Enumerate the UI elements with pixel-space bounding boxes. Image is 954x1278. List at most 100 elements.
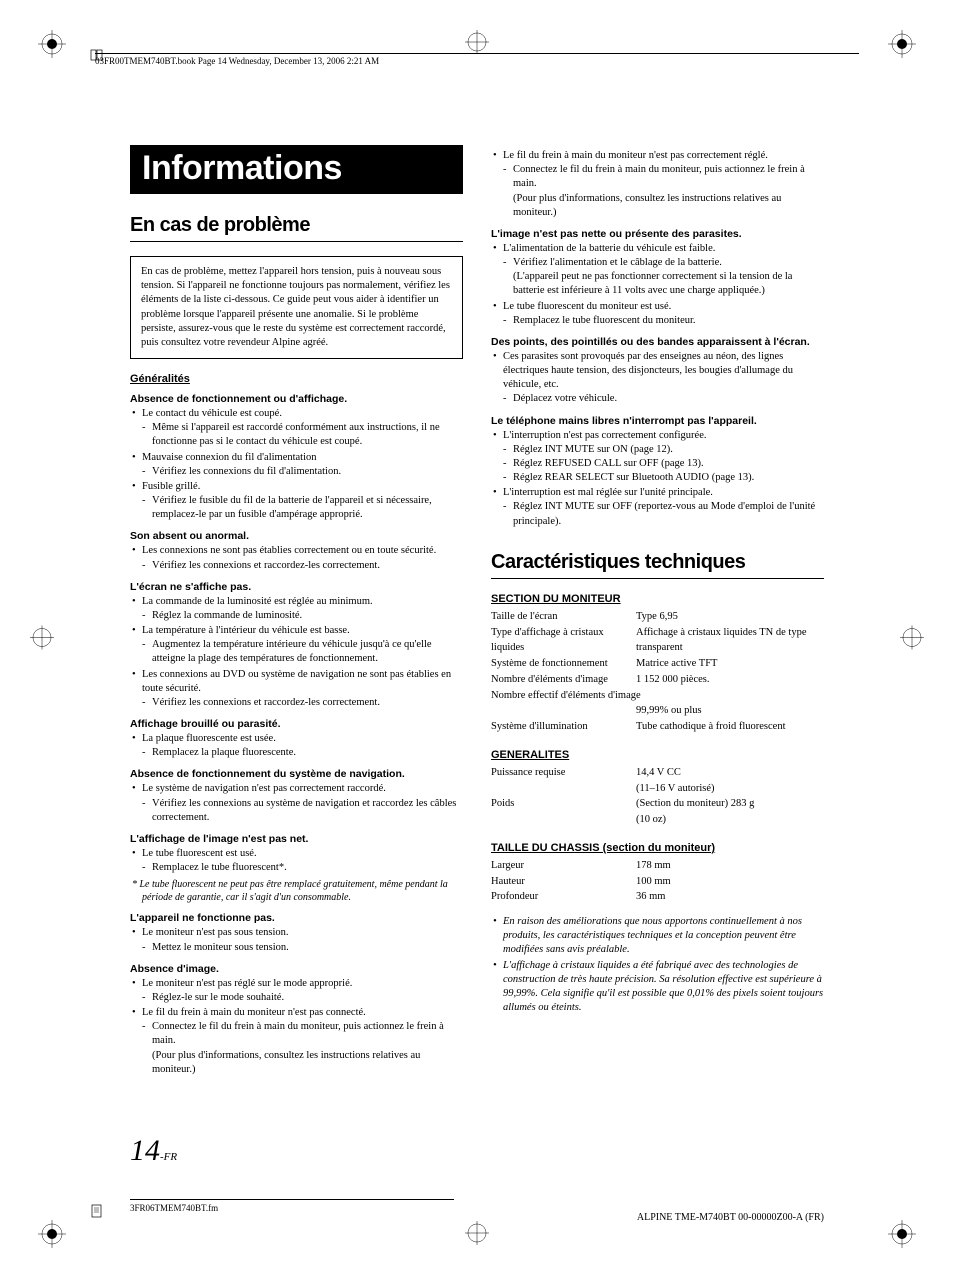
issue-heading: L'image n'est pas nette ou présente des … [491, 228, 824, 240]
dash-item: Réglez-le sur le mode souhaité. [142, 991, 463, 1005]
spec-table-chassis: Largeur178 mm Hauteur100 mm Profondeur36… [491, 858, 824, 905]
spec-label: Profondeur [491, 889, 636, 905]
dash-item: Remplacez la plaque fluorescente. [142, 746, 463, 760]
crop-mark-tr [888, 30, 916, 58]
right-column: Le fil du frein à main du moniteur n'est… [491, 145, 824, 1138]
bullet-item: La température à l'intérieur du véhicule… [130, 624, 463, 667]
bullet-text: L'interruption n'est pas correctement co… [503, 430, 707, 441]
bullet-text: Le moniteur n'est pas sous tension. [142, 927, 289, 938]
dash-item: Connectez le fil du frein à main du moni… [142, 1020, 463, 1048]
bullet-item: Le moniteur n'est pas sous tension. Mett… [130, 926, 463, 954]
spec-value: 14,4 V CC [636, 765, 824, 781]
spec-value: Type 6,95 [636, 609, 824, 625]
bullet-text: La plaque fluorescente est usée. [142, 733, 276, 744]
bullet-item: Le fil du frein à main du moniteur n'est… [130, 1006, 463, 1077]
dash-item: Vérifiez les connexions au système de na… [142, 797, 463, 825]
spec-value: 99,99% ou plus [491, 703, 702, 719]
page-number: 14-FR [130, 1134, 177, 1168]
dash-item: Réglez la commande de luminosité. [142, 609, 463, 623]
dash-item: Vérifiez les connexions et raccordez-les… [142, 696, 463, 710]
issue-heading: Le téléphone mains libres n'interrompt p… [491, 415, 824, 427]
left-column: Informations En cas de problème En cas d… [130, 145, 463, 1138]
bullet-item: La plaque fluorescente est usée. Remplac… [130, 732, 463, 760]
bullet-item: Le fil du frein à main du moniteur n'est… [491, 149, 824, 220]
dash-item: Augmentez la température intérieure du v… [142, 638, 463, 666]
bullet-item: Le tube fluorescent du moniteur est usé.… [491, 300, 824, 328]
footer-model: ALPINE TME-M740BT 00-00000Z00-A (FR) [637, 1212, 824, 1223]
spec-value: 36 mm [636, 889, 824, 905]
issue-heading: Son absent ou anormal. [130, 530, 463, 542]
bullet-text: La température à l'intérieur du véhicule… [142, 625, 350, 636]
bullet-item: La commande de la luminosité est réglée … [130, 595, 463, 623]
crop-mark-tl [38, 30, 66, 58]
bullet-item: Le moniteur n'est pas réglé sur le mode … [130, 977, 463, 1005]
spec-table-monitor: Taille de l'écranType 6,95 Type d'affich… [491, 609, 824, 735]
bullet-text: Le tube fluorescent du moniteur est usé. [503, 301, 671, 312]
bullet-text: L'alimentation de la batterie du véhicul… [503, 243, 715, 254]
bullet-text: Ces parasites sont provoqués par des ens… [503, 351, 793, 390]
spec-label: Puissance requise [491, 765, 636, 781]
paren-note: (Pour plus d'informations, consultez les… [503, 192, 824, 220]
bullet-text: Le contact du véhicule est coupé. [142, 408, 282, 419]
paren-note: (Pour plus d'informations, consultez les… [142, 1049, 463, 1077]
bullet-item: L'interruption est mal réglée sur l'unit… [491, 486, 824, 529]
spec-label: Type d'affichage à cristaux liquides [491, 625, 636, 657]
bullet-text: Le système de navigation n'est pas corre… [142, 783, 386, 794]
dash-item: Réglez REFUSED CALL sur OFF (page 13). [503, 457, 824, 471]
dash-item: Remplacez le tube fluorescent du moniteu… [503, 314, 824, 328]
issue-heading: Absence de fonctionnement ou d'affichage… [130, 393, 463, 405]
bullet-item: Le système de navigation n'est pas corre… [130, 782, 463, 825]
dash-item: Vérifiez les connexions du fil d'aliment… [142, 465, 463, 479]
main-title: Informations [130, 145, 463, 194]
issue-heading: L'affichage de l'image n'est pas net. [130, 833, 463, 845]
header-meta: 03FR00TMEM740BT.book Page 14 Wednesday, … [95, 53, 859, 66]
spec-label: Nombre d'éléments d'image [491, 672, 636, 688]
dash-item: Réglez INT MUTE sur ON (page 12). [503, 443, 824, 457]
bullet-item: L'interruption n'est pas correctement co… [491, 429, 824, 486]
dash-item: Déplacez votre véhicule. [503, 392, 824, 406]
bullet-item: Le tube fluorescent est usé. Remplacez l… [130, 847, 463, 875]
bullet-text: Le fil du frein à main du moniteur n'est… [503, 150, 768, 161]
dash-item: Vérifiez l'alimentation et le câblage de… [503, 256, 824, 270]
subheading-chassis: TAILLE DU CHASSIS (section du moniteur) [491, 842, 824, 854]
bullet-item: L'alimentation de la batterie du véhicul… [491, 242, 824, 299]
spec-label: Nombre effectif d'éléments d'image [491, 688, 824, 704]
paren-note: (L'appareil peut ne pas fonctionner corr… [503, 270, 824, 298]
spec-value: 1 152 000 pièces. [636, 672, 824, 688]
page-number-value: 14 [130, 1134, 160, 1167]
spec-value: 178 mm [636, 858, 824, 874]
intro-box: En cas de problème, mettez l'appareil ho… [130, 256, 463, 359]
spec-label: Largeur [491, 858, 636, 874]
spec-label: Poids [491, 796, 636, 812]
bullet-text: La commande de la luminosité est réglée … [142, 596, 373, 607]
spec-label: Taille de l'écran [491, 609, 636, 625]
bullet-item: Fusible grillé. Vérifiez le fusible du f… [130, 480, 463, 523]
issue-heading: Des points, des pointillés ou des bandes… [491, 336, 824, 348]
subheading-monitor: SECTION DU MONITEUR [491, 593, 824, 605]
footnote-item: L'affichage à cristaux liquides a été fa… [491, 959, 824, 1016]
spec-label: Hauteur [491, 874, 636, 890]
dash-item: Réglez REAR SELECT sur Bluetooth AUDIO (… [503, 471, 824, 485]
bullet-text: Mauvaise connexion du fil d'alimentation [142, 452, 317, 463]
bullet-item: Mauvaise connexion du fil d'alimentation… [130, 451, 463, 479]
registration-mark-right [900, 626, 924, 653]
bullet-item: Les connexions ne sont pas établies corr… [130, 544, 463, 572]
section-heading-specs: Caractéristiques techniques [491, 551, 824, 579]
issue-heading: Affichage brouillé ou parasité. [130, 718, 463, 730]
dash-item: Connectez le fil du frein à main du moni… [503, 163, 824, 191]
bullet-text: Fusible grillé. [142, 481, 200, 492]
dash-item: Même si l'appareil est raccordé conformé… [142, 421, 463, 449]
spec-value: (Section du moniteur) 283 g [636, 796, 824, 812]
spec-value: Tube cathodique à froid fluorescent [636, 719, 824, 735]
spec-footnotes: En raison des améliorations que nous app… [491, 915, 824, 1015]
page-icon [90, 1204, 104, 1218]
issue-heading: Absence de fonctionnement du système de … [130, 768, 463, 780]
issue-heading: Absence d'image. [130, 963, 463, 975]
spec-label: Système d'illumination [491, 719, 636, 735]
spec-label: Système de fonctionnement [491, 656, 636, 672]
bullet-item: Les connexions au DVD ou système de navi… [130, 668, 463, 711]
bullet-item: Ces parasites sont provoqués par des ens… [491, 350, 824, 407]
dash-item: Réglez INT MUTE sur OFF (reportez-vous a… [503, 500, 824, 528]
bullet-text: Le fil du frein à main du moniteur n'est… [142, 1007, 366, 1018]
spec-value: (11–16 V autorisé) [491, 781, 715, 797]
